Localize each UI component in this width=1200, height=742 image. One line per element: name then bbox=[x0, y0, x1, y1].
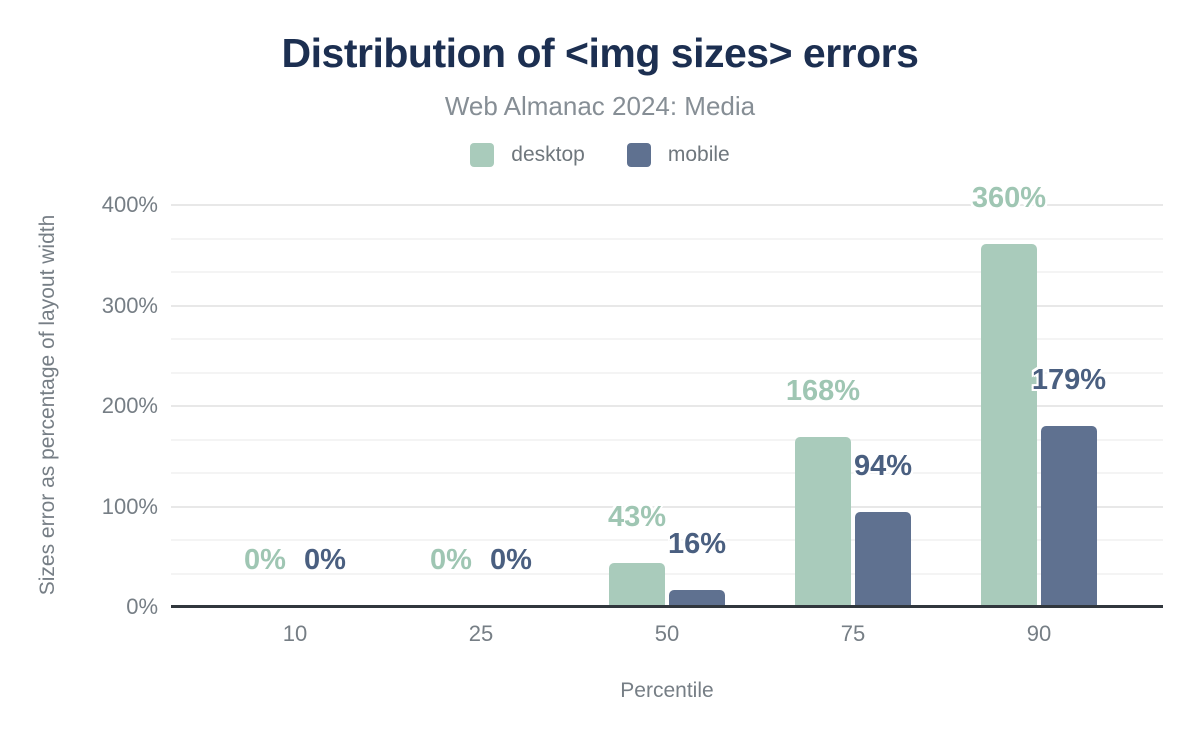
label-mobile-p25: 0% bbox=[490, 544, 532, 576]
x-axis-title: Percentile bbox=[620, 679, 714, 702]
legend: desktop mobile bbox=[0, 143, 1200, 167]
desktop-swatch-icon bbox=[470, 143, 495, 167]
legend-label-desktop: desktop bbox=[511, 143, 585, 166]
bar-mobile-p90[interactable] bbox=[1041, 426, 1097, 606]
label-mobile-p50: 16% bbox=[667, 527, 727, 560]
bar-desktop-p90[interactable] bbox=[981, 244, 1037, 606]
gridline-minor-167 bbox=[171, 438, 1163, 441]
label-desktop-p10: 0% bbox=[244, 544, 286, 576]
y-tick-200: 200% bbox=[101, 393, 158, 418]
x-tick-50: 50 bbox=[654, 621, 680, 646]
gridline-major-400 bbox=[171, 204, 1163, 206]
x-tick-10: 10 bbox=[282, 621, 308, 646]
gridline-major-100 bbox=[171, 505, 1163, 508]
gridline-minor-33 bbox=[171, 572, 1163, 575]
gridline-minor-133 bbox=[171, 472, 1163, 474]
gridline-major-300 bbox=[171, 304, 1163, 307]
bar-desktop-p50[interactable] bbox=[609, 562, 665, 606]
label-desktop-p90: 360% bbox=[971, 182, 1047, 215]
legend-item-mobile[interactable]: mobile bbox=[626, 143, 730, 167]
bar-desktop-p75[interactable] bbox=[795, 437, 851, 606]
y-tick-0: 0% bbox=[126, 594, 158, 619]
x-tick-75: 75 bbox=[840, 621, 866, 646]
y-tick-300: 300% bbox=[101, 292, 158, 318]
label-mobile-p75: 94% bbox=[853, 449, 913, 482]
y-tick-400: 400% bbox=[101, 192, 158, 217]
y-tick-100: 100% bbox=[101, 493, 158, 519]
label-desktop-p75: 168% bbox=[785, 375, 861, 408]
chart-title: Distribution of <img sizes> errors bbox=[281, 30, 919, 76]
label-desktop-p25: 0% bbox=[430, 544, 472, 576]
x-tick-90: 90 bbox=[1026, 621, 1052, 646]
chart-subtitle: Web Almanac 2024: Media bbox=[444, 91, 756, 121]
gridline-major-200 bbox=[171, 405, 1163, 407]
gridline-minor-233 bbox=[171, 371, 1163, 374]
gridline-minor-67 bbox=[171, 539, 1163, 541]
label-mobile-p90: 179% bbox=[1031, 364, 1107, 397]
legend-item-desktop[interactable]: desktop bbox=[470, 143, 585, 167]
label-desktop-p50: 43% bbox=[607, 500, 667, 533]
mobile-swatch-icon bbox=[626, 143, 651, 167]
bar-mobile-p50[interactable] bbox=[669, 589, 725, 606]
gridline-minor-267 bbox=[171, 338, 1163, 340]
x-tick-25: 25 bbox=[468, 621, 494, 646]
label-mobile-p10: 0% bbox=[304, 544, 346, 576]
bar-mobile-p75[interactable] bbox=[855, 511, 911, 606]
x-axis-line bbox=[171, 605, 1163, 608]
gridline-minor-367 bbox=[171, 237, 1163, 240]
gridline-minor-333 bbox=[171, 271, 1163, 273]
legend-label-mobile: mobile bbox=[667, 143, 730, 166]
